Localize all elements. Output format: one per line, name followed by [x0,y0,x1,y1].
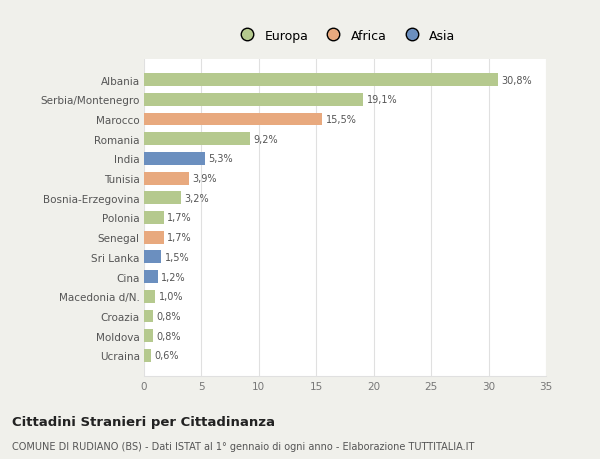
Bar [144,94,364,106]
Bar [144,192,181,205]
Text: 1,7%: 1,7% [167,213,191,223]
Text: 19,1%: 19,1% [367,95,397,105]
Text: 15,5%: 15,5% [325,115,356,125]
Text: Cittadini Stranieri per Cittadinanza: Cittadini Stranieri per Cittadinanza [12,415,275,428]
Text: 1,2%: 1,2% [161,272,186,282]
Bar [144,153,205,165]
Bar [144,212,164,224]
Legend: Europa, Africa, Asia: Europa, Africa, Asia [229,25,461,48]
Text: 1,5%: 1,5% [164,252,189,263]
Text: 0,6%: 0,6% [154,351,179,361]
Text: COMUNE DI RUDIANO (BS) - Dati ISTAT al 1° gennaio di ogni anno - Elaborazione TU: COMUNE DI RUDIANO (BS) - Dati ISTAT al 1… [12,441,475,451]
Bar [144,310,153,323]
Text: 0,8%: 0,8% [157,331,181,341]
Text: 9,2%: 9,2% [253,134,278,145]
Bar [144,251,161,264]
Bar [144,330,153,342]
Text: 1,0%: 1,0% [159,291,184,302]
Text: 3,9%: 3,9% [192,174,217,184]
Bar [144,172,189,185]
Text: 3,2%: 3,2% [184,193,209,203]
Text: 0,8%: 0,8% [157,311,181,321]
Bar [144,271,158,283]
Bar [144,349,151,362]
Bar [144,74,498,87]
Bar [144,113,322,126]
Text: 5,3%: 5,3% [208,154,233,164]
Bar [144,231,164,244]
Text: 30,8%: 30,8% [501,75,532,85]
Bar [144,290,155,303]
Text: 1,7%: 1,7% [167,233,191,243]
Bar [144,133,250,146]
